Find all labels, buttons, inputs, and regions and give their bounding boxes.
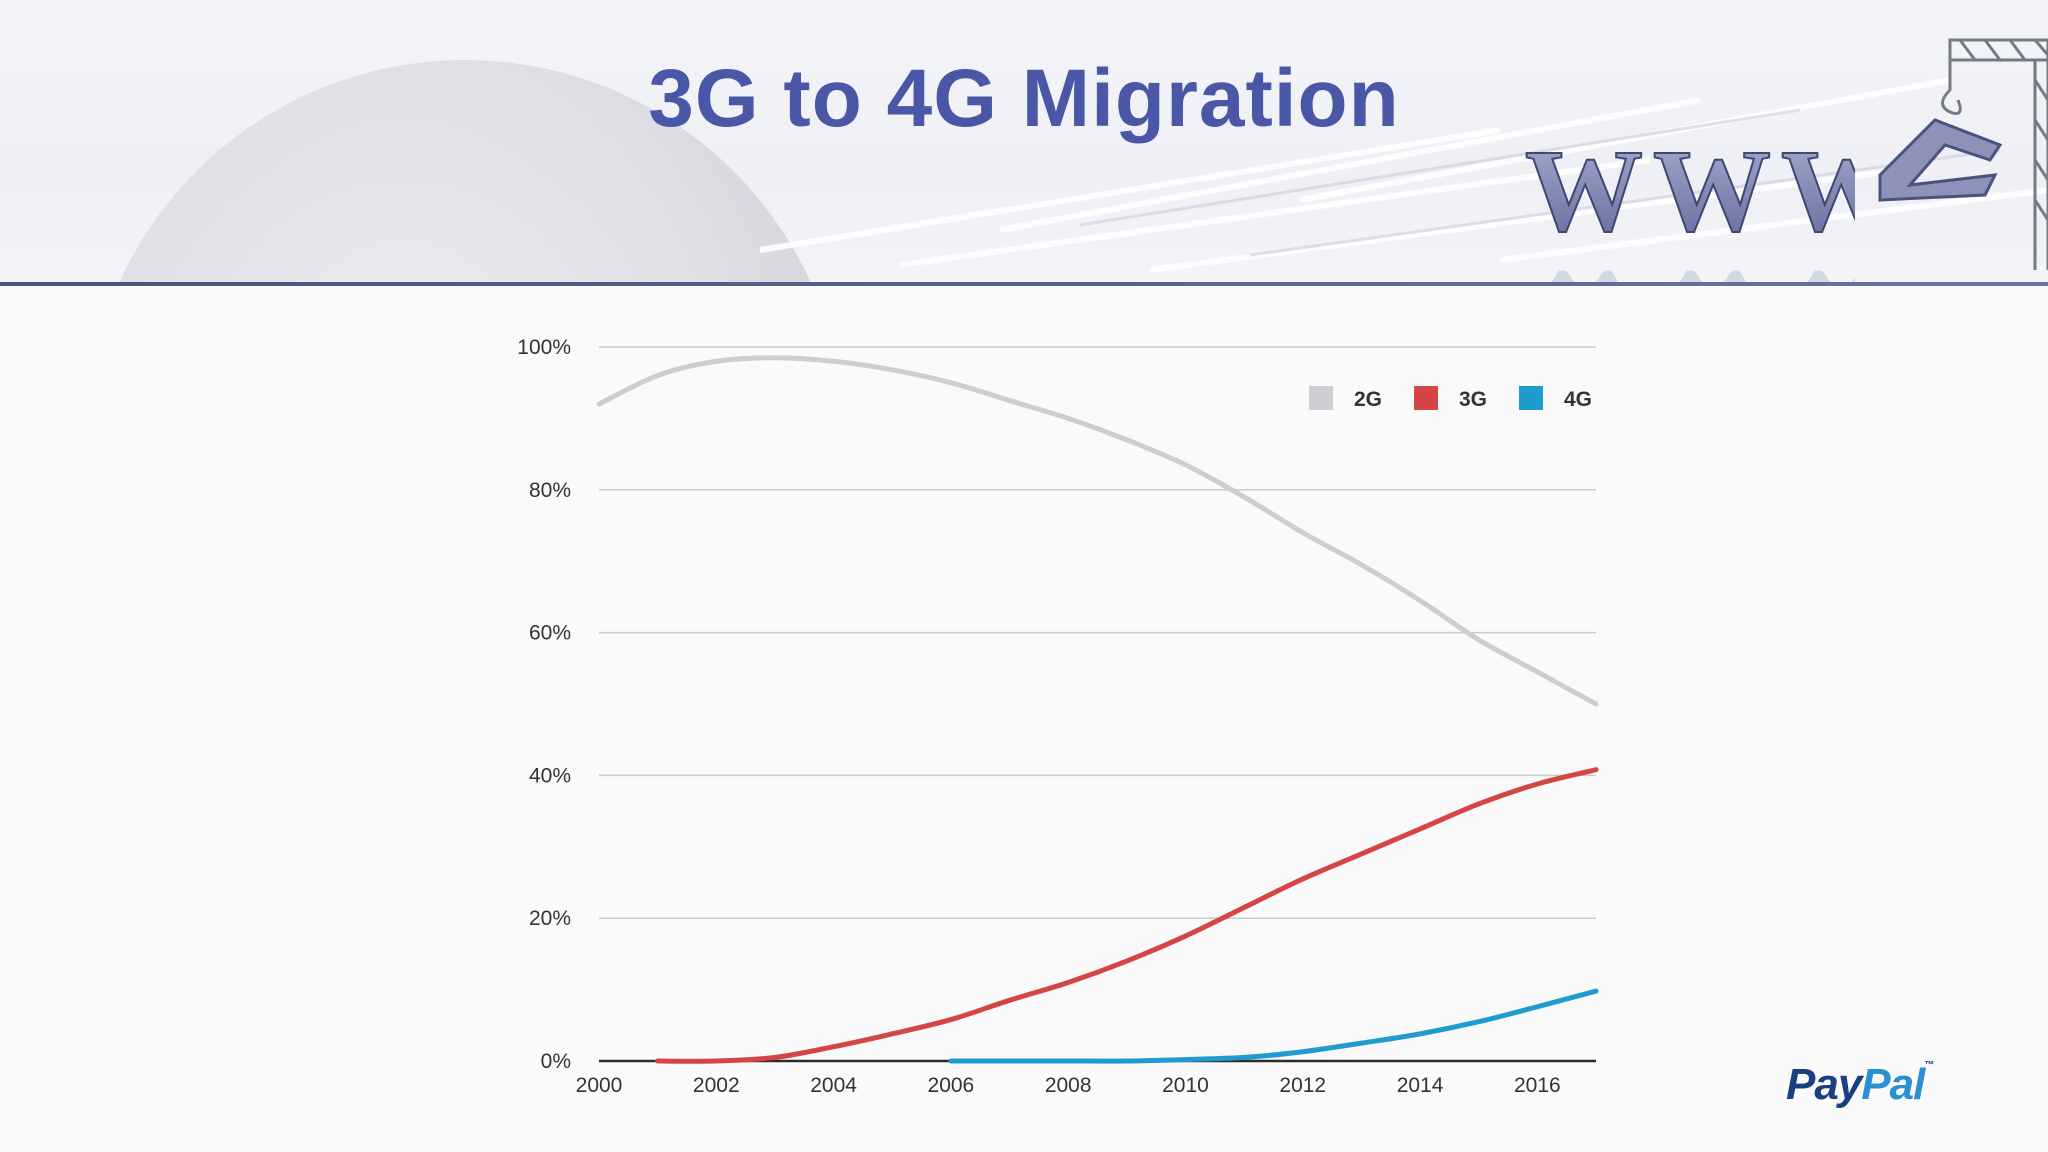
y-axis-tick-labels: 0% 20% 40% 60% 80% 100% bbox=[517, 336, 571, 1073]
series-line-2g bbox=[596, 355, 1599, 707]
www-logo-reflection: WWW bbox=[1525, 257, 1855, 283]
x-tick-label: 2004 bbox=[810, 1074, 857, 1097]
x-axis-tick-labels: 2000 2002 2004 2006 2008 2010 2012 2014 2016 bbox=[576, 1074, 1561, 1097]
x-tick-label: 2014 bbox=[1397, 1074, 1444, 1097]
y-tick-label: 80% bbox=[529, 479, 571, 502]
legend-swatch-2g bbox=[1309, 386, 1333, 410]
series-line-3g bbox=[655, 767, 1599, 1064]
legend-label-3g: 3G bbox=[1459, 388, 1487, 411]
x-tick-label: 2008 bbox=[1045, 1074, 1092, 1097]
x-tick-label: 2006 bbox=[928, 1074, 975, 1097]
y-tick-label: 40% bbox=[529, 764, 571, 787]
chart-series-lines bbox=[596, 355, 1599, 1064]
series-line-4g bbox=[948, 988, 1599, 1064]
x-tick-label: 2016 bbox=[1514, 1074, 1561, 1097]
x-tick-label: 2000 bbox=[576, 1074, 623, 1097]
y-tick-label: 100% bbox=[517, 336, 571, 359]
x-tick-label: 2010 bbox=[1162, 1074, 1209, 1097]
x-tick-label: 2012 bbox=[1279, 1074, 1326, 1097]
x-tick-label: 2002 bbox=[693, 1074, 740, 1097]
legend-label-2g: 2G bbox=[1354, 388, 1382, 411]
y-tick-label: 0% bbox=[541, 1050, 571, 1073]
crane-icon bbox=[1941, 38, 2048, 270]
slide-header: WWW WWW 3G to 4G Migration bbox=[0, 0, 2048, 283]
www-logo-text: WWW bbox=[1525, 138, 1855, 256]
falling-w-icon bbox=[1878, 118, 2003, 202]
paypal-logo-pay: Pay bbox=[1786, 1060, 1862, 1109]
trademark-mark: ™ bbox=[1924, 1060, 1934, 1071]
chart-legend: 2G 3G 4G bbox=[1309, 386, 1592, 411]
legend-label-4g: 4G bbox=[1564, 388, 1592, 411]
chart-gridlines bbox=[599, 346, 1596, 1063]
header-streaks bbox=[759, 38, 2048, 273]
header-divider bbox=[0, 282, 2048, 286]
legend-swatch-3g bbox=[1414, 386, 1438, 410]
paypal-logo-pal: Pal bbox=[1861, 1060, 1925, 1109]
paypal-logo: PayPal™ bbox=[1786, 1060, 1934, 1110]
y-tick-label: 20% bbox=[529, 907, 571, 930]
legend-swatch-4g bbox=[1519, 386, 1543, 410]
y-tick-label: 60% bbox=[529, 622, 571, 645]
slide-title: 3G to 4G Migration bbox=[648, 53, 1400, 144]
www-logo: WWW WWW bbox=[1525, 138, 1855, 283]
